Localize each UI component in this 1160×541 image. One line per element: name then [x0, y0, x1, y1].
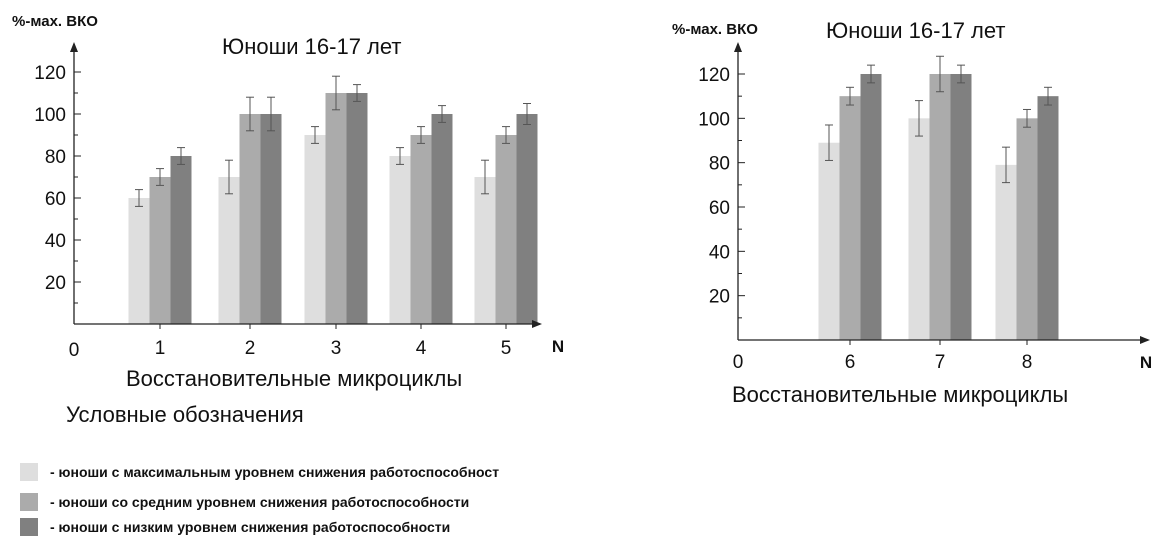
bar-s2-6	[840, 96, 861, 340]
x-tick-label-6: 6	[845, 352, 856, 373]
bar-s2-7	[930, 74, 951, 340]
bar-s2-4	[411, 135, 432, 324]
x-tick-label-4: 4	[416, 338, 427, 359]
y-tick-label-80: 80	[45, 147, 66, 168]
bar-s2-2	[240, 114, 261, 324]
origin-label: 0	[69, 340, 80, 361]
y-tick-label-60: 60	[45, 189, 66, 210]
bar-s1-6	[819, 143, 840, 340]
bar-s3-4	[432, 114, 453, 324]
legend-swatch-max	[20, 463, 38, 481]
bar-s2-8	[1017, 118, 1038, 340]
x-tick-label-7: 7	[935, 352, 946, 373]
bar-s3-5	[517, 114, 538, 324]
chart-title: Юноши 16-17 лет	[222, 34, 401, 59]
legend-label-medium: - юноши со средним уровнем снижения рабо…	[50, 494, 469, 510]
legend-swatch-low	[20, 518, 38, 536]
bar-s1-2	[219, 177, 240, 324]
y-axis-title: %-мах. ВКО	[12, 13, 98, 30]
chart-title: Юноши 16-17 лет	[826, 18, 1005, 43]
y-tick-label-100: 100	[34, 105, 66, 126]
x-tick-label-1: 1	[155, 338, 166, 359]
bar-s1-7	[909, 118, 930, 340]
bar-s2-3	[326, 93, 347, 324]
legend-item-medium: - юноши со средним уровнем снижения рабо…	[20, 492, 469, 512]
bar-s3-3	[347, 93, 368, 324]
y-tick-label-80: 80	[709, 154, 730, 175]
y-tick-label-20: 20	[45, 273, 66, 294]
x-axis-letter: N	[552, 337, 564, 356]
bar-s1-3	[305, 135, 326, 324]
legend-item-max: - юноши с максимальным уровнем снижения …	[20, 462, 499, 482]
origin-label: 0	[733, 352, 744, 373]
y-tick-label-120: 120	[34, 63, 66, 84]
legend-swatch-medium	[20, 493, 38, 511]
y-tick-label-100: 100	[698, 109, 730, 130]
y-tick-label-20: 20	[709, 287, 730, 308]
y-axis-title: %-мах. ВКО	[672, 21, 758, 38]
x-axis-title: Восстановительные микроциклы	[126, 366, 462, 391]
y-tick-label-40: 40	[45, 231, 66, 252]
x-tick-label-5: 5	[501, 338, 512, 359]
chart-left: 20 40 60 80 100 120 1 2 3 4 5 0 N Восстановительные м…	[12, 13, 564, 391]
bar-s2-1	[150, 177, 171, 324]
bar-s3-8	[1038, 96, 1059, 340]
x-axis-arrow	[1140, 336, 1150, 344]
y-axis-arrow	[734, 42, 742, 52]
x-axis-title: Восстановительные микроциклы	[732, 382, 1068, 407]
legend-item-low: - юноши с низким уровнем снижения работо…	[20, 517, 450, 537]
bar-s1-4	[390, 156, 411, 324]
bar-s1-8	[996, 165, 1017, 340]
bar-s1-5	[475, 177, 496, 324]
x-tick-label-8: 8	[1022, 352, 1033, 373]
x-axis-letter: N	[1140, 353, 1152, 372]
legend-label-max: - юноши с максимальным уровнем снижения …	[50, 464, 499, 480]
bar-s3-6	[861, 74, 882, 340]
bar-s1-1	[129, 198, 150, 324]
y-tick-label-120: 120	[698, 65, 730, 86]
legend-label-low: - юноши с низким уровнем снижения работо…	[50, 519, 450, 535]
bar-s3-7	[951, 74, 972, 340]
x-tick-label-3: 3	[331, 338, 342, 359]
x-tick-label-2: 2	[245, 338, 256, 359]
bar-s3-1	[171, 156, 192, 324]
y-tick-label-60: 60	[709, 198, 730, 219]
y-axis-arrow	[70, 42, 78, 52]
bar-s3-2	[261, 114, 282, 324]
y-tick-label-40: 40	[709, 242, 730, 263]
legend-title: Условные обозначения	[66, 402, 304, 428]
bar-s2-5	[496, 135, 517, 324]
